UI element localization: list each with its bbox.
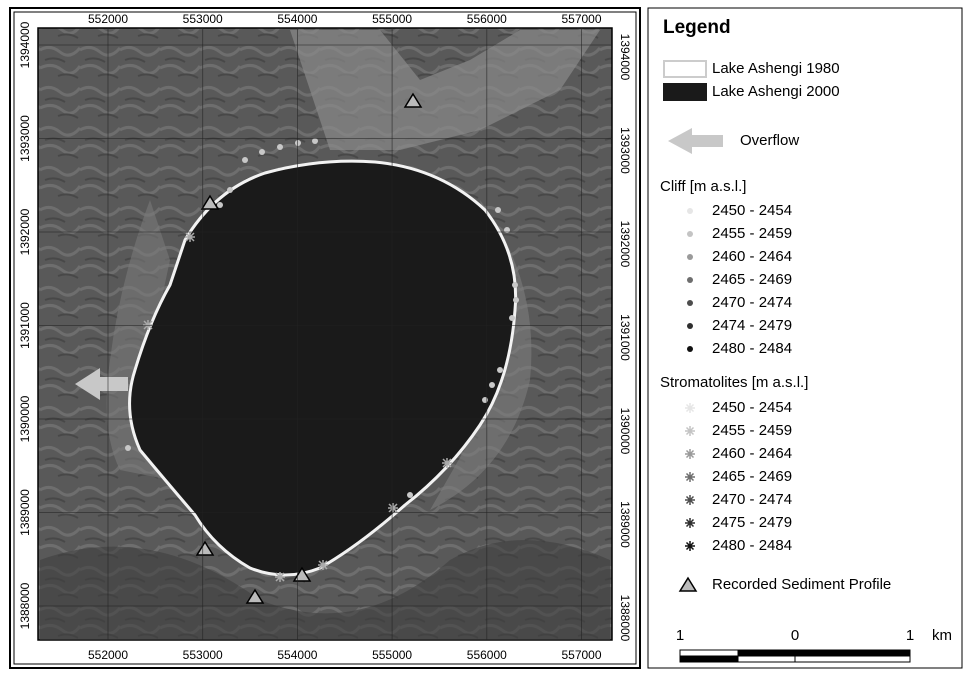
legend-label: 2465 - 2469 xyxy=(712,271,792,288)
y-tick-label: 1390000 xyxy=(18,395,32,442)
stromatolite-symbol xyxy=(685,518,695,528)
legend-label: 2475 - 2479 xyxy=(712,514,792,531)
cliff-symbol xyxy=(687,346,693,352)
legend-label: 2460 - 2464 xyxy=(712,248,792,265)
cliff-symbol xyxy=(687,208,693,214)
legend-label: 2455 - 2459 xyxy=(712,422,792,439)
scale-bar xyxy=(680,650,910,662)
legend-label: Recorded Sediment Profile xyxy=(712,576,891,593)
y-tick-label: 1392000 xyxy=(618,221,632,268)
stromatolite-symbol xyxy=(685,495,695,505)
legend-label: 2455 - 2459 xyxy=(712,225,792,242)
x-tick-label: 553000 xyxy=(183,12,223,26)
x-tick-label: 552000 xyxy=(88,648,128,662)
cliff-symbol xyxy=(687,300,693,306)
legend-label: 2450 - 2454 xyxy=(712,202,792,219)
legend-label: 2470 - 2474 xyxy=(712,491,792,508)
legend-label: 2474 - 2479 xyxy=(712,317,792,334)
y-tick-label: 1389000 xyxy=(618,501,632,548)
y-tick-label: 1393000 xyxy=(618,127,632,174)
x-tick-label: 555000 xyxy=(372,12,412,26)
y-tick-label: 1388000 xyxy=(18,582,32,629)
y-tick-label: 1393000 xyxy=(18,115,32,162)
x-tick-label: 554000 xyxy=(277,12,317,26)
scale-label: 1 xyxy=(906,627,914,644)
stromatolite-symbol xyxy=(685,541,695,551)
y-tick-label: 1388000 xyxy=(618,595,632,642)
legend-label: 2470 - 2474 xyxy=(712,294,792,311)
lake-2000-swatch xyxy=(663,83,707,101)
scale-label: 0 xyxy=(791,627,799,644)
y-tick-label: 1392000 xyxy=(18,208,32,255)
stromatolite-symbol xyxy=(685,426,695,436)
y-tick-label: 1391000 xyxy=(18,302,32,349)
y-tick-label: 1394000 xyxy=(18,21,32,68)
legend-label: Overflow xyxy=(740,132,799,149)
x-tick-label: 557000 xyxy=(561,648,601,662)
legend-label: Lake Ashengi 1980 xyxy=(712,60,840,77)
y-tick-label: 1389000 xyxy=(18,489,32,536)
x-tick-label: 556000 xyxy=(467,648,507,662)
legend-box xyxy=(648,8,962,668)
cliff-symbol xyxy=(687,254,693,260)
scale-unit: km xyxy=(932,627,952,644)
y-tick-label: 1391000 xyxy=(618,314,632,361)
legend-label: 2465 - 2469 xyxy=(712,468,792,485)
x-tick-label: 553000 xyxy=(183,648,223,662)
y-tick-label: 1394000 xyxy=(618,34,632,81)
cliff-symbol xyxy=(687,323,693,329)
lake-1980-swatch xyxy=(664,61,706,77)
legend-label: Lake Ashengi 2000 xyxy=(712,83,840,100)
scale-label: 1 xyxy=(676,627,684,644)
stromatolite-symbol xyxy=(685,403,695,413)
legend-label: 2460 - 2464 xyxy=(712,445,792,462)
x-tick-label: 554000 xyxy=(277,648,317,662)
y-tick-label: 1390000 xyxy=(618,408,632,455)
cliff-symbol xyxy=(687,277,693,283)
x-tick-label: 555000 xyxy=(372,648,412,662)
stromatolite-symbol xyxy=(685,449,695,459)
legend-heading: Cliff [m a.s.l.] xyxy=(660,178,746,195)
legend-label: 2480 - 2484 xyxy=(712,537,792,554)
x-tick-label: 556000 xyxy=(467,12,507,26)
x-tick-label: 552000 xyxy=(88,12,128,26)
legend-heading: Stromatolites [m a.s.l.] xyxy=(660,374,808,391)
legend-label: 2450 - 2454 xyxy=(712,399,792,416)
x-tick-label: 557000 xyxy=(561,12,601,26)
page: 552000 552000 553000 553000 554000 554000 5550… xyxy=(0,0,966,677)
cliff-symbol xyxy=(687,231,693,237)
legend-title: Legend xyxy=(663,17,731,38)
stromatolite-symbol xyxy=(685,472,695,482)
legend-label: 2480 - 2484 xyxy=(712,340,792,357)
